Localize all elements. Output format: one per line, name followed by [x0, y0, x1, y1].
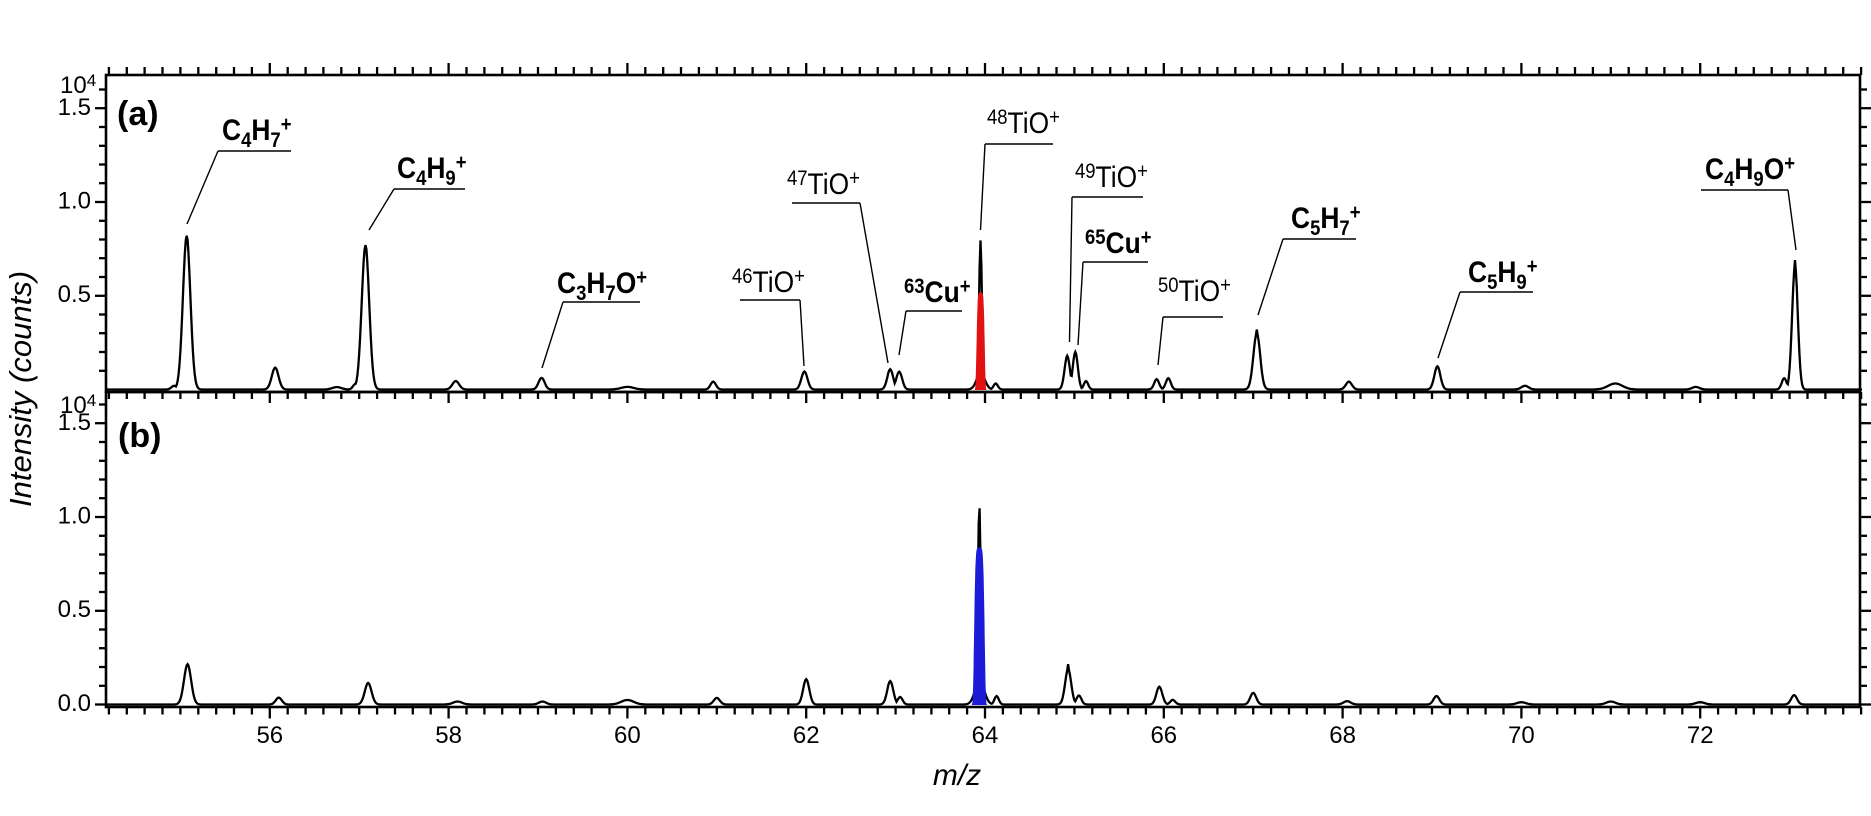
svg-text:72: 72: [1687, 722, 1714, 749]
svg-text:70: 70: [1508, 722, 1535, 749]
svg-text:66: 66: [1150, 722, 1177, 749]
svg-text:m/z: m/z: [933, 759, 981, 792]
svg-text:62: 62: [793, 722, 820, 749]
svg-text:60: 60: [614, 722, 641, 749]
svg-text:1.0: 1.0: [58, 503, 91, 530]
svg-text:68: 68: [1329, 722, 1356, 749]
svg-text:(b): (b): [118, 417, 161, 455]
svg-text:64: 64: [972, 722, 999, 749]
svg-text:0.5: 0.5: [58, 281, 91, 308]
svg-text:(a): (a): [117, 95, 159, 133]
svg-text:0.0: 0.0: [58, 690, 91, 717]
svg-text:0.5: 0.5: [58, 596, 91, 623]
svg-text:1.5: 1.5: [58, 94, 91, 121]
svg-text:56: 56: [256, 722, 283, 749]
svg-text:58: 58: [435, 722, 462, 749]
svg-text:1.0: 1.0: [58, 188, 91, 215]
svg-text:Intensity (counts): Intensity (counts): [3, 271, 38, 507]
svg-text:1.5: 1.5: [58, 409, 91, 436]
